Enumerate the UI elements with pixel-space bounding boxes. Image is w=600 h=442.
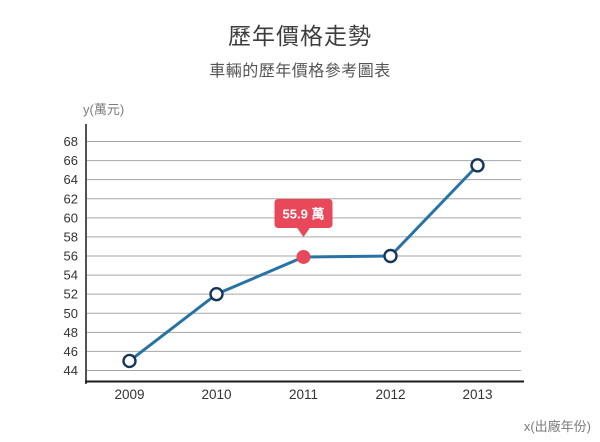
y-tick-label: 50 <box>64 306 78 321</box>
chart-subtitle: 車輛的歷年價格參考圖表 <box>209 63 391 80</box>
y-tick-label: 62 <box>64 191 78 206</box>
chart-title: 歷年價格走勢 <box>228 23 372 49</box>
data-point[interactable] <box>470 158 485 173</box>
y-tick-label: 44 <box>64 363 78 378</box>
y-tick-label: 68 <box>64 134 78 149</box>
tooltip-arrow <box>296 226 311 237</box>
y-tick-label: 54 <box>64 268 78 283</box>
x-tick-label: 2010 <box>201 387 231 402</box>
y-tick-label: 52 <box>64 287 78 302</box>
tooltip-box <box>274 198 333 228</box>
tooltip-label: 55.9 萬 <box>283 206 325 221</box>
y-tick-label: 64 <box>64 172 78 187</box>
y-tick-label: 56 <box>64 249 78 264</box>
y-tick-label: 58 <box>64 229 78 244</box>
x-tick-label: 2009 <box>114 387 144 402</box>
x-tick-label: 2012 <box>375 387 405 402</box>
y-tick-label: 46 <box>64 344 78 359</box>
y-tick-label: 48 <box>64 325 78 340</box>
data-point[interactable] <box>209 286 224 302</box>
data-point-highlighted[interactable] <box>296 249 311 264</box>
y-tick-label: 60 <box>64 210 78 225</box>
data-point[interactable] <box>122 353 137 369</box>
x-tick-label: 2011 <box>289 387 318 402</box>
y-axis-label: y(萬元) <box>83 102 125 117</box>
x-tick-label: 2013 <box>462 387 492 402</box>
data-point[interactable] <box>383 248 398 264</box>
y-tick-label: 66 <box>64 153 78 168</box>
tooltip: 55.9 萬 <box>274 198 333 237</box>
x-axis-label: x(出廠年份) <box>523 419 591 434</box>
